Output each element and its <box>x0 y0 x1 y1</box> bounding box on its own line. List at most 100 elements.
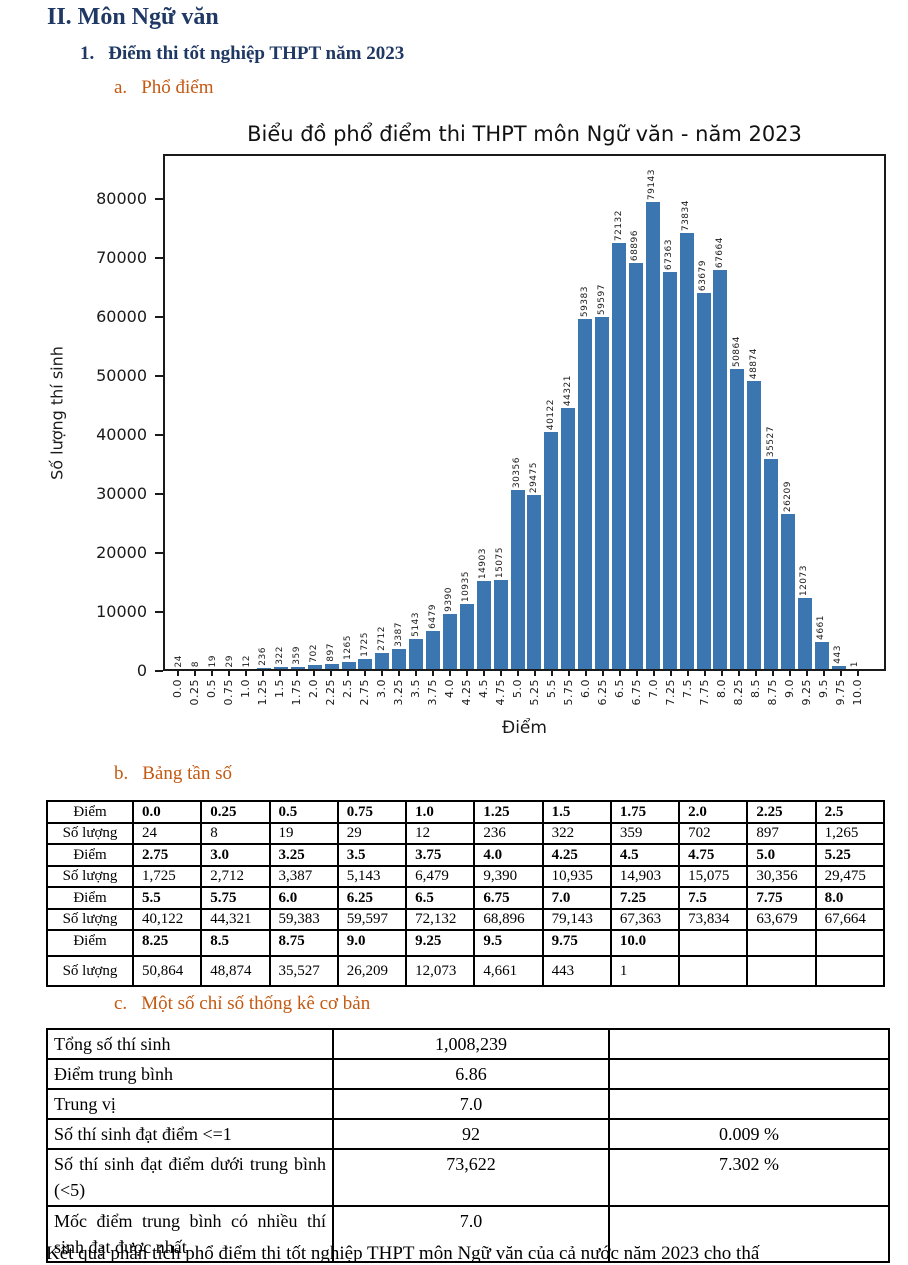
x-tick-label: 3.0 <box>375 679 388 698</box>
bar-value-label: 8 <box>190 660 201 667</box>
bar-value-label: 40122 <box>545 398 556 430</box>
bar-slot: 35527 <box>763 426 780 669</box>
freq-table-row: Số lượng 24 8 19 29 12 236 322 359 702 897 1,265 <box>46 822 886 845</box>
x-tick-mark <box>652 671 655 676</box>
stats-label-cell: Số thí sinh đạt điểm <=1 <box>46 1118 334 1151</box>
x-tick-mark <box>754 671 757 676</box>
bar <box>409 639 424 669</box>
freq-count-cell: 59,597 <box>336 908 408 931</box>
x-tick-mark <box>414 671 417 676</box>
x-tick-label: 7.75 <box>698 679 711 706</box>
bar <box>426 631 441 669</box>
freq-score-cell: 4.0 <box>473 843 544 867</box>
x-tick-mark <box>499 671 502 676</box>
freq-score-cell: 9.75 <box>541 929 612 957</box>
x-tick-label: 4.0 <box>443 679 456 698</box>
freq-score-cell <box>746 929 817 957</box>
freq-score-cell: 7.0 <box>541 886 612 910</box>
bar <box>696 293 711 669</box>
y-tick-label: 70000 <box>96 248 147 267</box>
stats-label-cell: Điểm trung bình <box>46 1058 334 1091</box>
x-tick-mark <box>397 671 400 676</box>
freq-count-cell: 897 <box>746 822 817 845</box>
y-tick-label: 40000 <box>96 425 147 444</box>
bar-slot: 50864 <box>729 336 746 669</box>
freq-score-cell: 3.0 <box>200 843 271 867</box>
stats-label-cell: Tổng số thí sinh <box>46 1027 334 1061</box>
x-tick-label: 3.25 <box>392 679 405 706</box>
x-tick-mark <box>720 671 723 676</box>
bar-slot: 10935 <box>458 571 475 669</box>
x-tick: 0.75 <box>220 671 237 717</box>
freq-row-header: Số lượng <box>46 955 134 987</box>
bar-value-label: 10935 <box>461 570 472 602</box>
bar-value-label: 702 <box>309 644 320 663</box>
bar-value-label: 1 <box>850 660 861 667</box>
y-tick-label: 80000 <box>96 189 147 208</box>
freq-count-cell: 3,387 <box>268 865 339 888</box>
x-tick-mark <box>771 671 774 676</box>
subsection-c-marker: c. <box>114 993 128 1014</box>
bar <box>392 649 407 669</box>
freq-score-cell: 3.5 <box>336 843 408 867</box>
x-tick-mark <box>737 671 740 676</box>
x-tick-label: 0.0 <box>171 679 184 698</box>
x-tick-mark <box>295 671 298 676</box>
freq-score-cell: 1.75 <box>609 800 681 824</box>
freq-score-cell: 3.25 <box>268 843 339 867</box>
bar <box>459 604 474 669</box>
x-tick: 3.25 <box>390 671 407 717</box>
freq-score-cell: 0.5 <box>268 800 339 824</box>
bar-value-label: 48874 <box>748 347 759 379</box>
x-tick-label: 8.75 <box>766 679 779 706</box>
x-tick-mark <box>550 671 553 676</box>
x-tick: 4.25 <box>458 671 475 717</box>
freq-count-cell: 40,122 <box>131 908 203 931</box>
freq-score-cell: 1.25 <box>473 800 544 824</box>
subsection-c-text: Một số chỉ số thống kê cơ bản <box>141 993 371 1014</box>
x-tick: 2.25 <box>322 671 339 717</box>
y-tick-label: 0 <box>136 661 147 680</box>
bar <box>510 490 525 669</box>
x-tick-mark <box>363 671 366 676</box>
x-tick-label: 2.0 <box>307 679 320 698</box>
x-tick-label: 3.5 <box>409 679 422 698</box>
freq-score-cell <box>678 929 749 957</box>
bar-value-label: 29 <box>224 654 235 667</box>
bar-value-label: 44321 <box>562 374 573 406</box>
x-tick: 5.75 <box>560 671 577 717</box>
bar-slot: 9390 <box>442 587 459 669</box>
x-tick-label: 1.75 <box>290 679 303 706</box>
freq-count-cell <box>746 955 817 987</box>
bar-slot: 14903 <box>475 548 492 669</box>
y-tick-mark <box>155 375 163 377</box>
x-tick: 9.0 <box>781 671 798 717</box>
bar <box>662 272 677 669</box>
bar <box>358 659 373 669</box>
freq-count-cell: 29,475 <box>814 865 886 888</box>
freq-row-header: Điểm <box>46 886 134 910</box>
bar <box>747 381 762 669</box>
x-tick-label: 5.5 <box>545 679 558 698</box>
y-tick-mark <box>155 611 163 613</box>
x-tick: 5.0 <box>509 671 526 717</box>
freq-row-header: Số lượng <box>46 908 134 931</box>
freq-count-cell: 236 <box>473 822 544 845</box>
y-tick-label: 20000 <box>96 543 147 562</box>
chart-y-axis: 0 10000 20000 30000 40000 50000 60000 70000 8000… <box>0 154 163 680</box>
freq-score-cell: 2.0 <box>678 800 749 824</box>
freq-count-cell: 67,363 <box>609 908 681 931</box>
bar-value-label: 50864 <box>731 335 742 367</box>
bar-value-label: 35527 <box>765 425 776 457</box>
bar <box>544 432 559 669</box>
x-tick-mark <box>516 671 519 676</box>
y-tick-mark <box>155 257 163 259</box>
x-tick-mark <box>686 671 689 676</box>
x-tick-mark <box>176 671 179 676</box>
x-tick: 8.25 <box>730 671 747 717</box>
bar-slot: 59597 <box>594 284 611 669</box>
bar-slot: 44321 <box>560 375 577 669</box>
x-tick-mark <box>856 671 859 676</box>
freq-score-cell: 4.25 <box>541 843 612 867</box>
bar-value-label: 15075 <box>495 546 506 578</box>
